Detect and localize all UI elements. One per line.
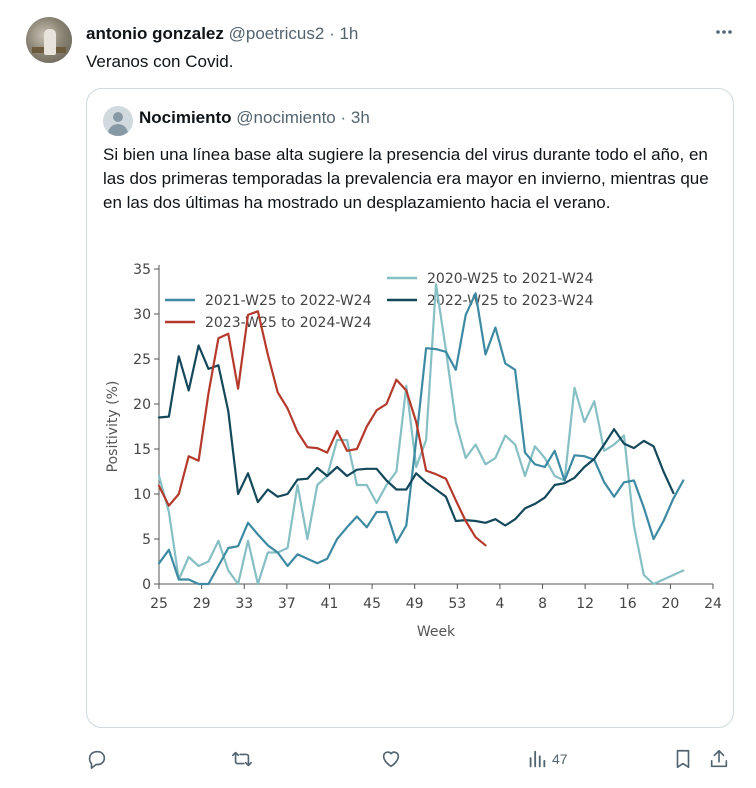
share-icon — [710, 749, 728, 768]
share-button[interactable] — [708, 746, 730, 772]
chart-series-lines — [157, 283, 685, 586]
avatar-figure-shape — [44, 29, 56, 55]
x-tick-label: 25 — [150, 596, 168, 612]
x-tick-label: 33 — [235, 596, 253, 612]
quoted-tweet-header: Nocimiento @nocimiento · 3h — [139, 108, 370, 128]
x-tick-label: 45 — [363, 596, 381, 612]
x-tick-label: 49 — [406, 596, 424, 612]
legend-label-2: 2021-W25 to 2022-W24 — [205, 293, 372, 309]
reply-icon — [88, 750, 106, 769]
y-tick-label: 15 — [133, 442, 151, 458]
x-tick-label: 16 — [619, 596, 637, 612]
like-button[interactable] — [380, 746, 402, 772]
y-axis-title: Positivity (%) — [105, 381, 121, 473]
author-name[interactable]: antonio gonzalez — [86, 24, 224, 43]
legend-label-1: 2020-W25 to 2021-W24 — [427, 271, 594, 287]
views-count: 47 — [552, 751, 568, 767]
quoted-author-handle[interactable]: @nocimiento — [236, 108, 336, 127]
quoted-header-separator: · — [340, 108, 347, 127]
quoted-tweet[interactable]: Nocimiento @nocimiento · 3h Si bien una … — [86, 88, 734, 728]
x-axis-title: Week — [417, 624, 456, 640]
chart-axes: 0 5 10 15 20 25 30 35 25 29 33 37 41 45 49 53 4 8 12 16 20 24… — [105, 262, 722, 640]
default-avatar-body-shape — [108, 124, 128, 136]
x-tick-label: 4 — [495, 596, 504, 612]
y-tick-label: 5 — [142, 532, 151, 548]
author-avatar[interactable] — [26, 17, 72, 63]
positivity-line-chart[interactable]: 2020-W25 to 2021-W24 2021-W25 to 2022-W24… — [87, 259, 734, 719]
x-tick-label: 8 — [538, 596, 547, 612]
default-avatar-head-shape — [113, 112, 123, 122]
series-line-2 — [157, 292, 685, 586]
quoted-tweet-time[interactable]: 3h — [350, 108, 370, 127]
y-tick-label: 10 — [133, 487, 151, 503]
y-tick-label: 0 — [142, 577, 151, 593]
retweet-icon — [232, 751, 252, 767]
legend-label-4: 2023-W25 to 2024-W24 — [205, 315, 372, 331]
quoted-tweet-text: Si bien una línea base alta sugiere la p… — [103, 145, 709, 212]
y-tick-label: 20 — [133, 397, 151, 413]
quoted-author-name[interactable]: Nocimiento — [139, 108, 232, 127]
x-tick-label: 53 — [448, 596, 466, 612]
series-line-1 — [157, 283, 685, 586]
y-tick-label: 25 — [133, 352, 151, 368]
y-tick-label: 35 — [133, 262, 151, 278]
series-line-3 — [157, 344, 675, 527]
tweet-action-bar: 47 — [86, 746, 734, 772]
tweet-header: antonio gonzalez @poetricus2 · 1h — [86, 24, 358, 44]
x-tick-label: 41 — [321, 596, 339, 612]
series-line-4 — [157, 310, 487, 547]
bookmark-icon — [676, 749, 690, 769]
chart-legend: 2020-W25 to 2021-W24 2021-W25 to 2022-W24… — [165, 271, 594, 331]
views-icon — [529, 750, 546, 768]
more-horizontal-icon[interactable] — [714, 22, 734, 48]
reply-button[interactable] — [86, 746, 108, 772]
author-handle[interactable]: @poetricus2 — [228, 24, 325, 43]
retweet-button[interactable] — [231, 746, 253, 772]
y-tick-label: 30 — [133, 307, 151, 323]
legend-label-3: 2022-W25 to 2023-W24 — [427, 293, 594, 309]
tweet-text: Veranos con Covid. — [86, 52, 234, 71]
quoted-author-avatar[interactable] — [103, 106, 133, 136]
views-button[interactable]: 47 — [526, 746, 568, 772]
bookmark-button[interactable] — [672, 746, 694, 772]
more-horizontal-icon-svg — [716, 30, 732, 34]
x-tick-label: 12 — [576, 596, 594, 612]
header-separator: · — [329, 24, 335, 43]
x-tick-label: 29 — [193, 596, 211, 612]
x-tick-label: 24 — [704, 596, 722, 612]
tweet-time[interactable]: 1h — [339, 24, 359, 43]
x-tick-label: 37 — [278, 596, 296, 612]
x-tick-label: 20 — [661, 596, 679, 612]
heart-icon — [382, 751, 400, 768]
